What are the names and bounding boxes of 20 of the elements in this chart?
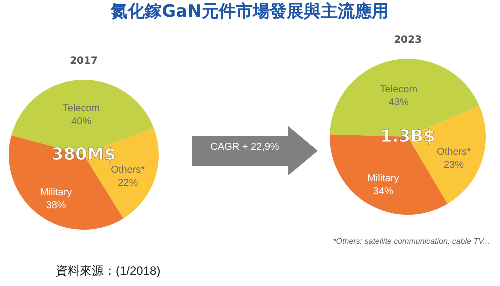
data-label: 38% xyxy=(46,200,66,212)
data-label: 40% xyxy=(72,116,92,128)
source-note: 資料來源：(1/2018) xyxy=(56,263,161,280)
chart-title: 2023 xyxy=(394,35,422,46)
slice-label: Military xyxy=(40,187,72,198)
slice-label: Telecom xyxy=(380,84,418,96)
slice-label: Military xyxy=(368,174,400,185)
text: 380M$ xyxy=(52,145,116,165)
slice-label: Telecom xyxy=(62,104,100,115)
data-label: 22% xyxy=(118,178,138,189)
text: CAGR + 22,9% xyxy=(210,142,280,153)
data-label: 34% xyxy=(373,186,394,198)
text: *Others: satellite communication, cable TV... xyxy=(333,237,490,246)
chart-title: 2017 xyxy=(70,56,98,67)
text: 氮化鎵GaN元件市場發展與主流應用 xyxy=(110,1,390,23)
data-label: 23% xyxy=(444,160,464,171)
data-label: 43% xyxy=(388,98,410,108)
text: 1.3B$ xyxy=(380,127,436,147)
slice-label: Others* xyxy=(437,146,472,158)
slice-label: Others* xyxy=(111,164,146,176)
